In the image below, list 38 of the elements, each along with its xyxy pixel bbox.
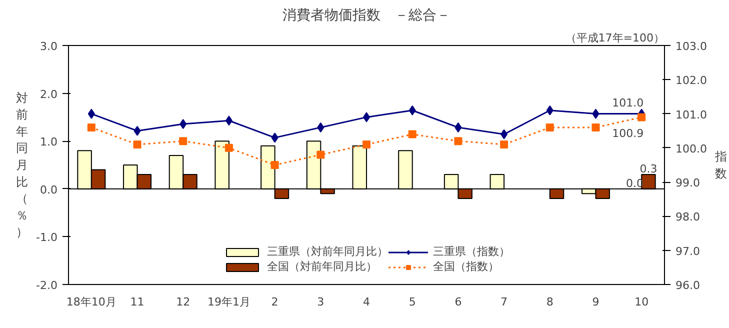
y2-tick-label: 97.0 — [676, 244, 700, 258]
data-label: 100.9 — [612, 127, 644, 140]
x-tick-label: 4 — [363, 296, 370, 308]
y2-tick-label: 96.0 — [676, 279, 700, 292]
y2-tick-label: 102.0 — [676, 74, 707, 88]
y-tick-label: 2.0 — [40, 88, 58, 101]
y2-axis-title: 指数 — [714, 150, 727, 180]
y-tick-label: 1.0 — [40, 136, 58, 149]
x-tick-label: 6 — [454, 296, 462, 308]
y2-tick-label: 103.0 — [676, 40, 707, 53]
legend-label: 全国（指数） — [433, 259, 499, 274]
y2-tick-label: 99.0 — [676, 176, 700, 190]
x-tick-label: 19年1月 — [207, 296, 250, 308]
legend-label: 全国（対前年同月比） — [267, 259, 377, 274]
legend-label: 三重県（指数） — [433, 244, 510, 259]
y2-tick-label: 101.0 — [676, 108, 707, 122]
legend-label: 三重県（対前年同月比） — [267, 244, 388, 259]
text: 対前年同月比（％） — [16, 90, 28, 240]
x-tick-label: 9 — [592, 296, 600, 308]
chart-title: 消費者物価指数 －総合－ — [282, 8, 450, 24]
y-tick-label: -2.0 — [36, 279, 58, 292]
y2-tick-label: 100.0 — [676, 142, 707, 156]
data-label: 0.3 — [640, 162, 658, 176]
x-tick-label: 2 — [271, 296, 278, 308]
y-tick-label: 3.0 — [40, 40, 58, 53]
x-tick-label: 8 — [546, 296, 554, 308]
y-tick-label: -1.0 — [36, 231, 58, 244]
data-label: 101.0 — [612, 96, 644, 110]
x-tick-label: 18年10月 — [66, 296, 116, 308]
x-tick-label: 12 — [176, 296, 190, 308]
x-tick-label: 3 — [317, 296, 324, 308]
chart-subtitle: （平成17年=100） — [565, 32, 665, 44]
x-tick-label: 11 — [130, 296, 144, 308]
x-tick-label: 7 — [500, 296, 508, 308]
x-tick-label: 5 — [408, 296, 416, 308]
y2-tick-label: 98.0 — [676, 210, 700, 224]
y-tick-label: 0.0 — [40, 183, 58, 196]
x-tick-label: 10 — [634, 296, 649, 308]
